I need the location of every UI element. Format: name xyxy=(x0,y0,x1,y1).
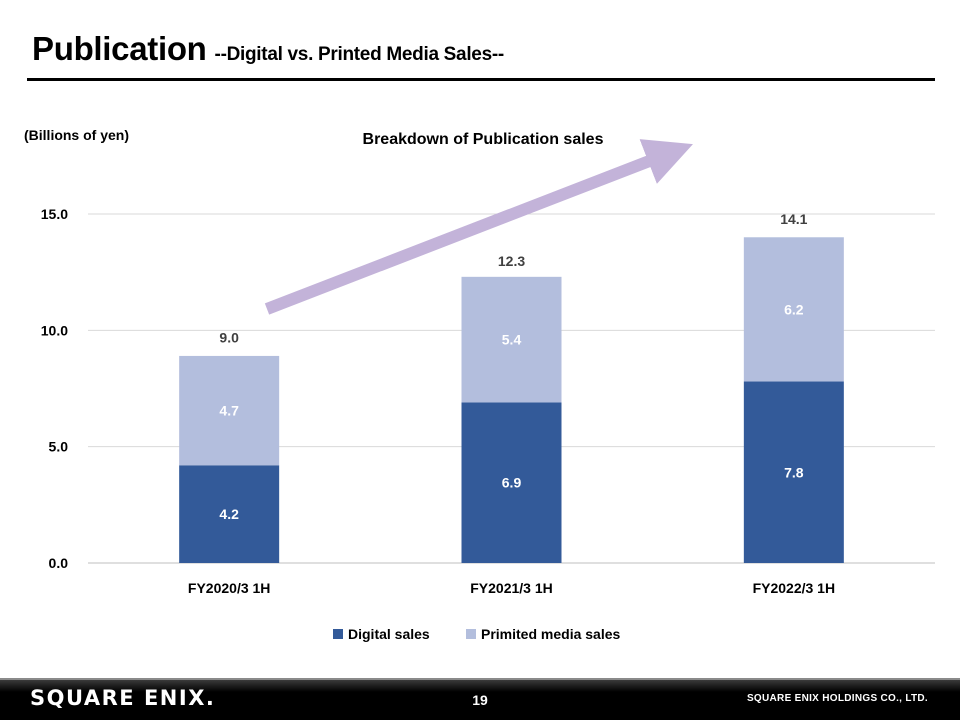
segment-value-label: 6.9 xyxy=(502,475,522,491)
x-axis-ticks: FY2020/3 1H FY2021/3 1H FY2022/3 1H xyxy=(188,580,835,596)
legend: Digital sales Primited media sales xyxy=(333,626,621,642)
total-value-label: 12.3 xyxy=(498,253,525,269)
bar-segment-printed xyxy=(743,237,844,382)
title-rule xyxy=(27,78,935,81)
bar-segment-digital xyxy=(743,381,844,563)
total-value-label: 14.1 xyxy=(780,211,807,227)
chart-title: Breakdown of Publication sales xyxy=(363,131,604,148)
segment-value-label: 6.2 xyxy=(784,301,804,317)
y-tick-label: 5.0 xyxy=(49,439,69,455)
legend-label: Primited media sales xyxy=(481,626,621,642)
total-value-label: 9.0 xyxy=(219,330,239,346)
bars xyxy=(179,237,844,563)
trend-arrow-icon xyxy=(264,139,693,315)
footer-bar: SQUARE ENIX. 19 SQUARE ENIX HOLDINGS CO.… xyxy=(0,678,960,720)
bar-segment-digital xyxy=(461,402,562,563)
bar-segment-printed xyxy=(179,355,280,466)
legend-label: Digital sales xyxy=(348,626,430,642)
slide-subtitle: --Digital vs. Printed Media Sales-- xyxy=(214,44,505,65)
data-labels: 4.2 4.7 9.0 6.9 5.4 12.3 7.8 6.2 14.1 xyxy=(219,211,807,522)
slide-title: Publication --Digital vs. Printed Media S… xyxy=(32,30,504,68)
company-name: SQUARE ENIX HOLDINGS CO., LTD. xyxy=(746,693,928,704)
y-axis-ticks: 0.0 5.0 10.0 15.0 xyxy=(41,206,68,571)
x-tick-label: FY2021/3 1H xyxy=(470,580,553,596)
bar-segment-printed xyxy=(461,276,562,403)
legend-swatch-printed xyxy=(466,629,476,639)
y-tick-label: 0.0 xyxy=(49,555,69,571)
square-enix-logo: SQUARE ENIX. xyxy=(30,686,216,710)
segment-value-label: 4.7 xyxy=(219,403,239,419)
stacked-bar-chart: (Billions of yen) Breakdown of Publicati… xyxy=(24,127,935,642)
segment-value-label: 5.4 xyxy=(502,332,522,348)
x-tick-label: FY2020/3 1H xyxy=(188,580,271,596)
page-number: 19 xyxy=(472,692,488,708)
y-axis-unit-label: (Billions of yen) xyxy=(24,127,129,143)
slide-title-text: Publication xyxy=(32,30,207,67)
segment-value-label: 4.2 xyxy=(219,506,239,522)
bar-segment-digital xyxy=(179,465,280,563)
y-tick-label: 10.0 xyxy=(41,322,68,338)
x-tick-label: FY2022/3 1H xyxy=(753,580,836,596)
y-tick-label: 15.0 xyxy=(41,206,68,222)
legend-swatch-digital xyxy=(333,629,343,639)
segment-value-label: 7.8 xyxy=(784,464,804,480)
